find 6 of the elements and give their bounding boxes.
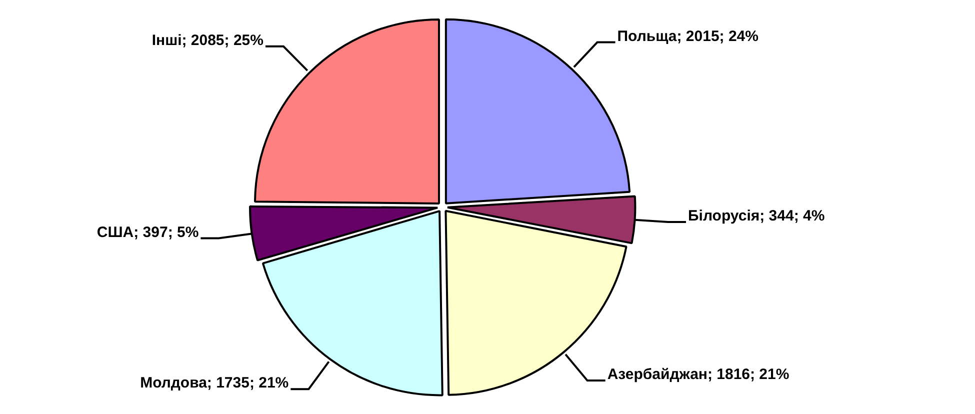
slice-label: Польща; 2015; 24% bbox=[617, 28, 758, 45]
slice-label: Азербайджан; 1816; 21% bbox=[607, 366, 790, 384]
slice-label: Інші; 2085; 25% bbox=[152, 32, 264, 50]
slice-label: Молдова; 1735; 21% bbox=[140, 374, 289, 392]
slice-label: Білорусія; 344; 4% bbox=[688, 208, 825, 225]
slice-label: США; 397; 5% bbox=[96, 224, 199, 241]
